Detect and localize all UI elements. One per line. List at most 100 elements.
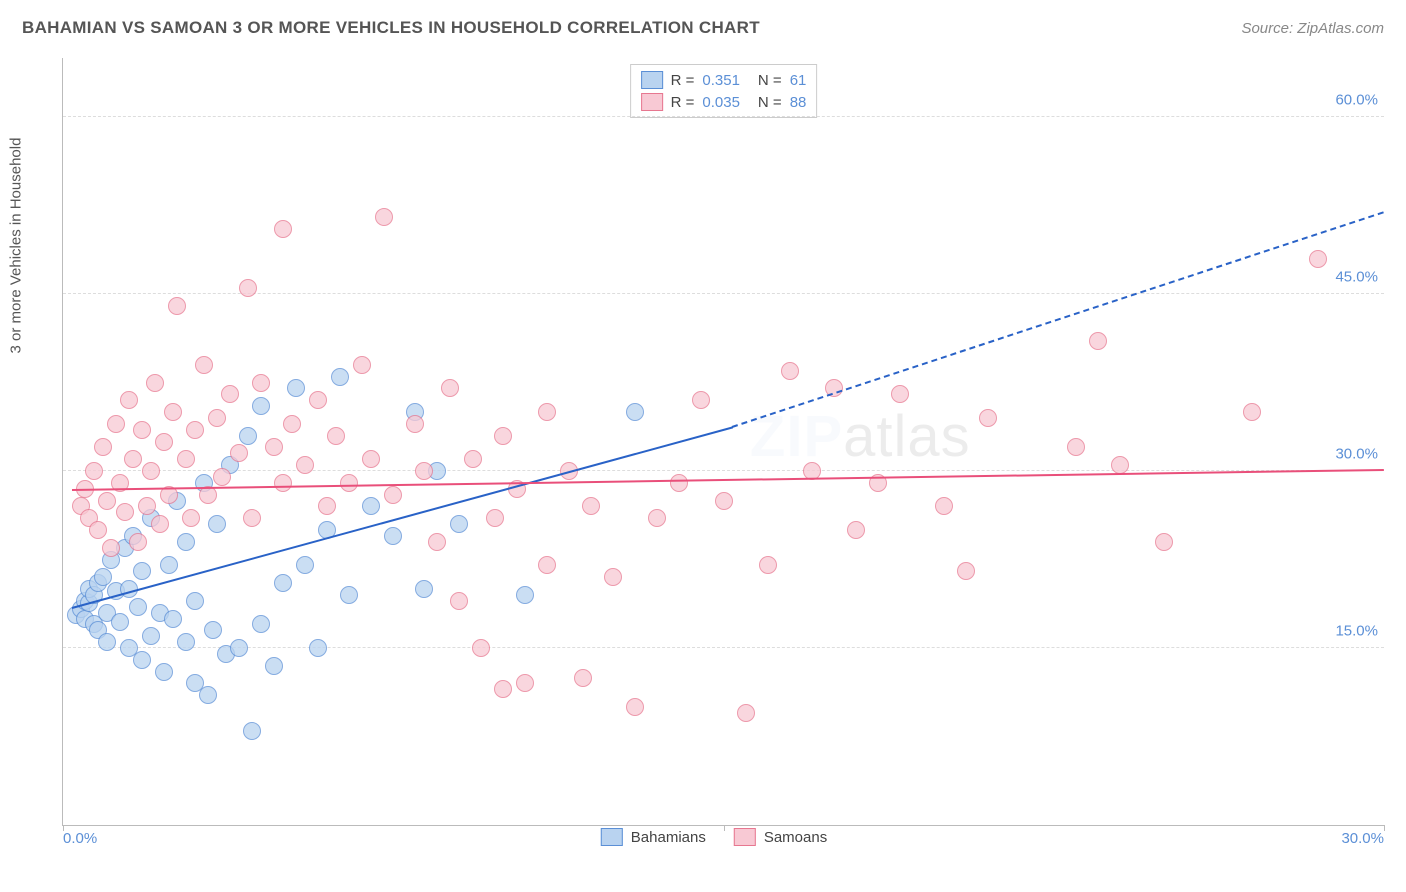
scatter-point — [138, 497, 156, 515]
scatter-point — [221, 385, 239, 403]
scatter-point — [155, 663, 173, 681]
legend-stats: R =0.351N =61R =0.035N =88 — [630, 64, 818, 118]
scatter-point — [120, 391, 138, 409]
scatter-point — [124, 450, 142, 468]
stat-r-label: R = — [671, 94, 695, 111]
scatter-point — [340, 586, 358, 604]
scatter-point — [309, 639, 327, 657]
scatter-point — [94, 438, 112, 456]
scatter-point — [626, 698, 644, 716]
scatter-point — [494, 680, 512, 698]
legend-stat-row: R =0.351N =61 — [641, 69, 807, 91]
scatter-point — [340, 474, 358, 492]
scatter-point — [243, 722, 261, 740]
scatter-point — [472, 639, 490, 657]
scatter-point — [85, 462, 103, 480]
scatter-point — [494, 427, 512, 445]
stat-n-label: N = — [758, 94, 782, 111]
plot-area: ZIPatlas R =0.351N =61R =0.035N =88 15.0… — [62, 58, 1384, 826]
legend-series: BahamiansSamoans — [601, 828, 827, 846]
scatter-point — [737, 704, 755, 722]
scatter-point — [406, 415, 424, 433]
scatter-point — [239, 279, 257, 297]
scatter-point — [186, 421, 204, 439]
scatter-point — [283, 415, 301, 433]
scatter-point — [353, 356, 371, 374]
scatter-point — [199, 686, 217, 704]
scatter-point — [186, 592, 204, 610]
scatter-point — [116, 503, 134, 521]
x-tick — [1384, 825, 1385, 831]
stat-n-value: 88 — [790, 94, 807, 111]
scatter-point — [759, 556, 777, 574]
scatter-point — [182, 509, 200, 527]
scatter-point — [296, 556, 314, 574]
legend-item: Bahamians — [601, 828, 706, 846]
scatter-point — [102, 539, 120, 557]
scatter-point — [384, 486, 402, 504]
scatter-point — [195, 356, 213, 374]
trend-line — [72, 426, 733, 608]
scatter-point — [331, 368, 349, 386]
scatter-point — [538, 556, 556, 574]
scatter-point — [111, 613, 129, 631]
scatter-point — [1067, 438, 1085, 456]
watermark: ZIPatlas — [750, 403, 971, 470]
trend-line-dashed — [732, 211, 1384, 428]
scatter-point — [274, 574, 292, 592]
scatter-point — [604, 568, 622, 586]
source-attribution: Source: ZipAtlas.com — [1241, 20, 1384, 37]
scatter-point — [168, 297, 186, 315]
scatter-point — [94, 568, 112, 586]
scatter-point — [265, 657, 283, 675]
stat-n-value: 61 — [790, 72, 807, 89]
scatter-point — [538, 403, 556, 421]
scatter-point — [362, 497, 380, 515]
scatter-point — [133, 651, 151, 669]
scatter-point — [957, 562, 975, 580]
scatter-point — [142, 462, 160, 480]
gridline — [63, 293, 1384, 294]
scatter-point — [362, 450, 380, 468]
scatter-point — [274, 220, 292, 238]
scatter-point — [155, 433, 173, 451]
scatter-point — [287, 379, 305, 397]
legend-swatch — [641, 71, 663, 89]
scatter-point — [1309, 250, 1327, 268]
scatter-point — [230, 639, 248, 657]
scatter-point — [164, 610, 182, 628]
x-tick-label: 0.0% — [63, 830, 97, 847]
scatter-point — [296, 456, 314, 474]
scatter-point — [428, 533, 446, 551]
scatter-point — [133, 562, 151, 580]
scatter-point — [160, 556, 178, 574]
scatter-point — [230, 444, 248, 462]
legend-label: Bahamians — [631, 829, 706, 846]
scatter-point — [252, 374, 270, 392]
scatter-point — [208, 409, 226, 427]
scatter-point — [486, 509, 504, 527]
y-tick-label: 45.0% — [1335, 269, 1378, 286]
legend-stat-row: R =0.035N =88 — [641, 91, 807, 113]
legend-swatch — [641, 93, 663, 111]
scatter-point — [415, 580, 433, 598]
scatter-point — [692, 391, 710, 409]
trend-line — [72, 469, 1384, 491]
scatter-point — [574, 669, 592, 687]
scatter-point — [582, 497, 600, 515]
scatter-point — [177, 450, 195, 468]
scatter-point — [213, 468, 231, 486]
scatter-point — [89, 521, 107, 539]
scatter-point — [441, 379, 459, 397]
y-tick-label: 30.0% — [1335, 446, 1378, 463]
stat-n-label: N = — [758, 72, 782, 89]
scatter-point — [142, 627, 160, 645]
scatter-point — [670, 474, 688, 492]
scatter-point — [450, 515, 468, 533]
scatter-point — [516, 586, 534, 604]
scatter-point — [239, 427, 257, 445]
scatter-point — [243, 509, 261, 527]
y-axis-label: 3 or more Vehicles in Household — [8, 138, 25, 354]
scatter-point — [274, 474, 292, 492]
scatter-point — [891, 385, 909, 403]
